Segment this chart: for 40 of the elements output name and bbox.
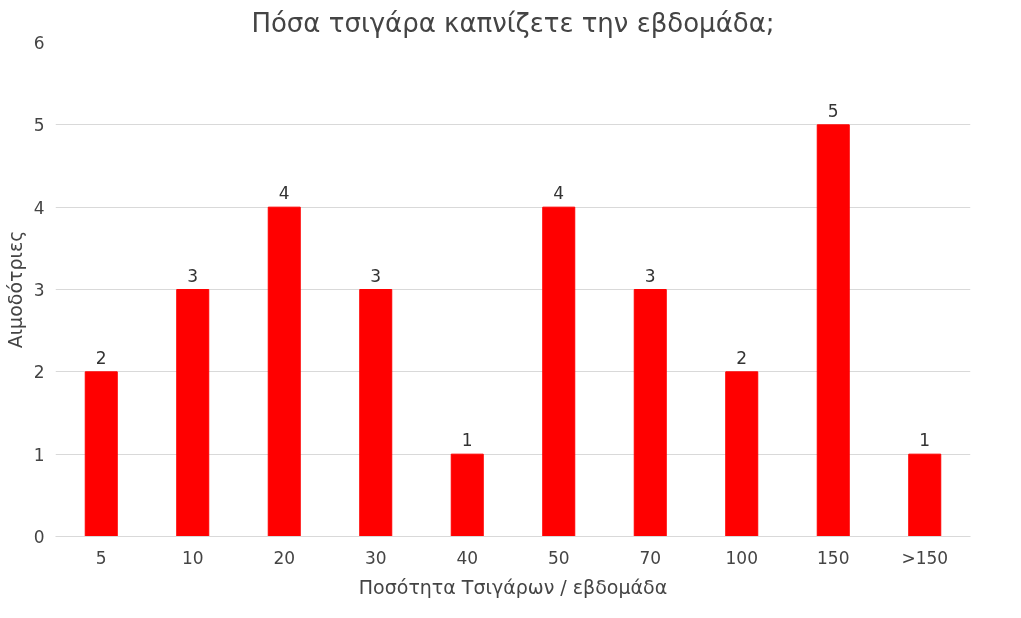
data-label: 3 [187, 265, 199, 286]
bar [908, 453, 942, 537]
x-tick-label: 100 [725, 547, 758, 568]
y-tick-label: 6 [33, 33, 45, 53]
bar [176, 289, 210, 537]
x-tick-label: 70 [639, 547, 662, 568]
bar [267, 206, 301, 537]
bar [450, 453, 484, 537]
y-axis-title: Αιμοδότριες [3, 230, 26, 349]
data-label: 3 [370, 265, 382, 286]
x-tick-label: 50 [547, 547, 570, 568]
data-label: 2 [736, 347, 748, 368]
bar [542, 206, 576, 537]
y-tick-label: 0 [33, 527, 45, 547]
y-tick-label: 3 [33, 280, 45, 300]
x-tick-label: 150 [817, 547, 850, 568]
data-label: 3 [644, 265, 656, 286]
bar [359, 289, 393, 537]
x-axis-title: Ποσότητα Τσιγάρων / εβδομάδα [358, 575, 668, 598]
y-tick-label: 4 [33, 197, 45, 218]
x-tick-label: 20 [273, 547, 296, 568]
y-tick-label: 2 [33, 362, 45, 383]
data-label: 1 [919, 430, 931, 451]
x-tick-label: >150 [901, 547, 949, 568]
bar [816, 124, 850, 537]
data-label: 4 [278, 183, 290, 204]
y-tick-label: 1 [33, 444, 45, 465]
bar [84, 371, 118, 537]
data-label: 5 [827, 100, 839, 121]
bar [633, 289, 667, 537]
data-label: 2 [95, 347, 107, 368]
data-label: 1 [461, 430, 473, 451]
x-tick-label: 10 [181, 547, 204, 568]
x-tick-label: 40 [456, 547, 479, 568]
x-tick-label: 5 [95, 547, 107, 568]
chart-title: Πόσα τσιγάρα καπνίζετε την εβδομάδα; [251, 7, 775, 38]
bar [725, 371, 759, 537]
y-tick-label: 5 [33, 115, 45, 136]
x-tick-label: 30 [364, 547, 387, 568]
data-label: 4 [553, 183, 565, 204]
